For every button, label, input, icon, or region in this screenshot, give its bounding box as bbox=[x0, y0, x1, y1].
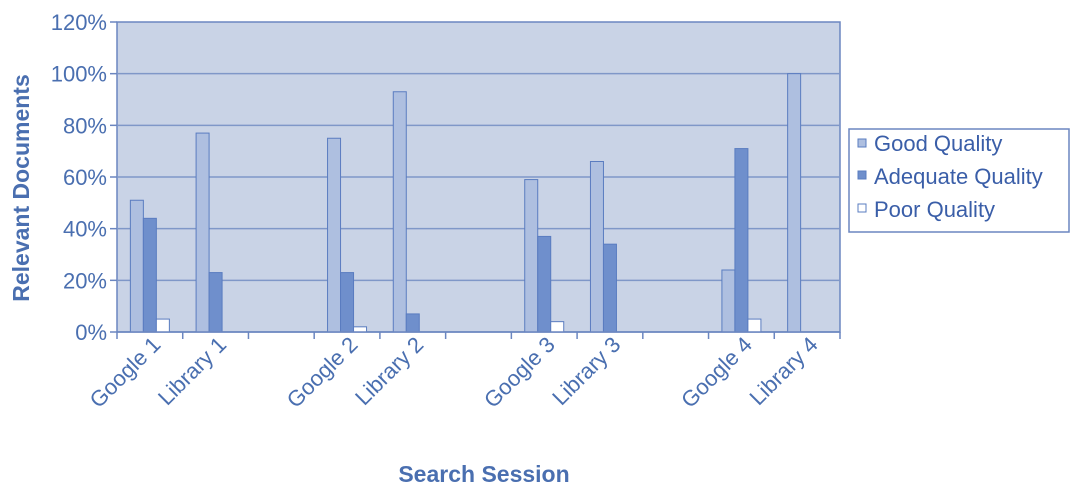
bar-good-quality bbox=[195, 132, 210, 333]
bar-good-quality bbox=[787, 73, 802, 333]
bar-poor-quality bbox=[747, 318, 762, 333]
legend-swatch-good bbox=[857, 138, 867, 148]
x-tick-label: Library 1 bbox=[153, 332, 231, 410]
bar-good-quality bbox=[524, 179, 539, 333]
bar-adequate-quality bbox=[537, 235, 552, 333]
bar-adequate-quality bbox=[602, 243, 617, 333]
y-tick-label: 60% bbox=[63, 165, 107, 190]
bar-poor-quality bbox=[550, 321, 565, 333]
x-tick-label: Library 2 bbox=[350, 332, 428, 410]
bars bbox=[129, 73, 802, 333]
legend-label-poor: Poor Quality bbox=[874, 197, 995, 222]
bar-adequate-quality bbox=[142, 217, 157, 333]
x-tick-label: Google 3 bbox=[479, 332, 560, 413]
y-tick-label: 80% bbox=[63, 113, 107, 138]
bar-good-quality bbox=[392, 91, 407, 333]
bar-adequate-quality bbox=[340, 272, 355, 333]
y-tick-label: 120% bbox=[51, 10, 107, 35]
bar-adequate-quality bbox=[208, 272, 223, 333]
bar-adequate-quality bbox=[405, 313, 420, 333]
legend: Good Quality Adequate Quality Poor Quali… bbox=[848, 128, 1070, 233]
bar-good-quality bbox=[721, 269, 736, 333]
x-tick-label: Library 3 bbox=[547, 332, 625, 410]
x-axis-title: Search Session bbox=[398, 461, 569, 487]
bar-good-quality bbox=[589, 161, 604, 333]
gridlines bbox=[117, 72, 840, 282]
bar-adequate-quality bbox=[734, 148, 749, 333]
bar-poor-quality bbox=[155, 318, 170, 333]
bar-good-quality bbox=[327, 137, 342, 333]
legend-swatch-poor bbox=[857, 203, 867, 213]
x-tick-label: Library 4 bbox=[744, 332, 822, 410]
axes bbox=[110, 21, 841, 339]
y-tick-label: 20% bbox=[63, 268, 107, 293]
y-tick-labels: 0% 20% 40% 60% 80% 100% 120% bbox=[51, 10, 107, 345]
y-tick-label: 100% bbox=[51, 62, 107, 87]
bar-poor-quality bbox=[353, 326, 368, 333]
bar-good-quality bbox=[129, 199, 144, 333]
legend-label-adequate: Adequate Quality bbox=[874, 164, 1043, 189]
legend-box bbox=[848, 128, 1070, 233]
legend-label-good: Good Quality bbox=[874, 131, 1002, 156]
y-axis-title: Relevant Documents bbox=[8, 74, 34, 302]
y-tick-label: 0% bbox=[75, 320, 107, 345]
legend-swatch-adequate bbox=[857, 170, 867, 180]
y-tick-label: 40% bbox=[63, 217, 107, 242]
x-tick-label: Google 4 bbox=[676, 332, 757, 413]
x-tick-label: Google 2 bbox=[282, 332, 363, 413]
